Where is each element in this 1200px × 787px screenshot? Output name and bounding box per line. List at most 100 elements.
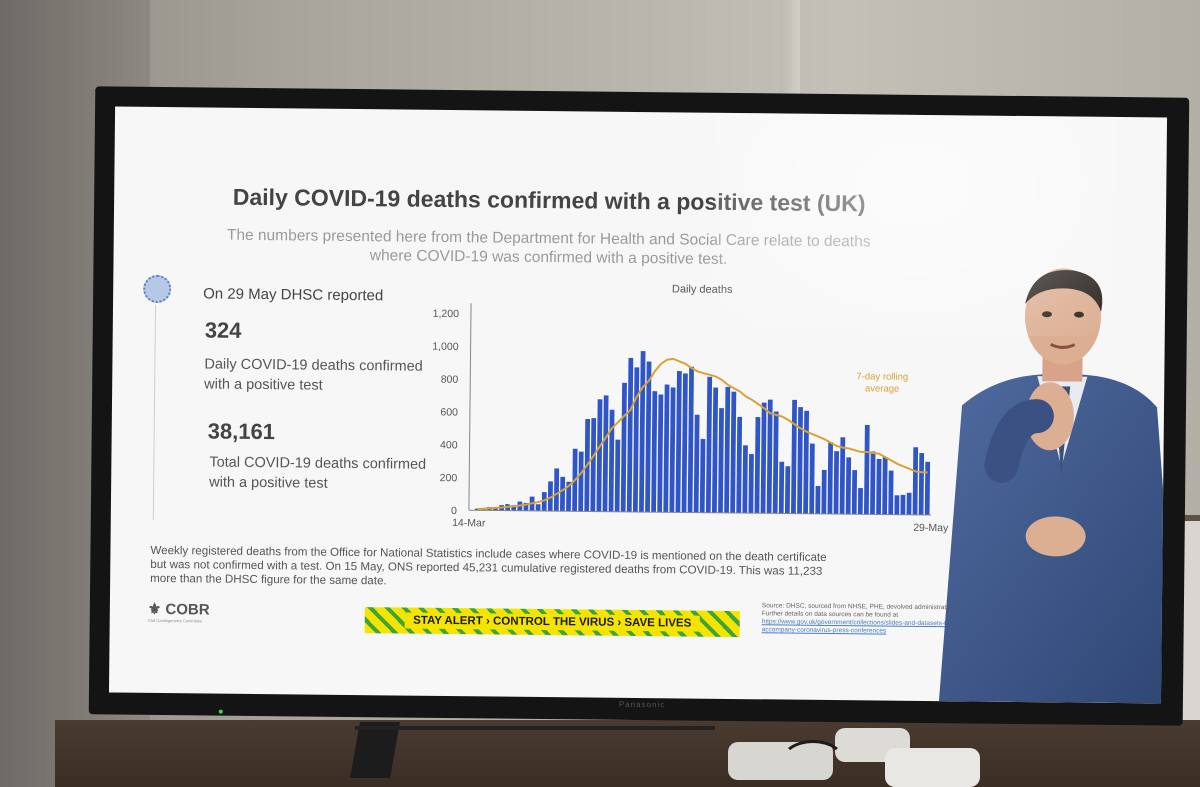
stay-alert-banner: STAY ALERT › CONTROL THE VIRUS › SAVE LI…	[364, 607, 740, 638]
daily-deaths-bar	[827, 442, 834, 515]
daily-deaths-bar	[639, 351, 646, 513]
y-tick-label: 1,200	[433, 308, 460, 320]
daily-deaths-desc: Daily COVID-19 deaths confirmed with a p…	[204, 356, 423, 394]
daily-deaths-bar	[626, 357, 634, 512]
y-tick-label: 600	[440, 406, 458, 418]
daily-deaths-bar	[797, 407, 803, 514]
daily-deaths-bar	[754, 417, 761, 514]
daily-deaths-value: 324	[204, 317, 242, 343]
tv-power-led	[218, 709, 223, 714]
wall-corner	[780, 0, 800, 120]
daily-deaths-bar	[632, 367, 640, 512]
daily-deaths-bar	[663, 384, 670, 513]
daily-deaths-bar	[566, 481, 572, 512]
daily-deaths-bar	[918, 453, 925, 515]
timeline-line	[152, 304, 157, 520]
daily-deaths-bar	[882, 456, 888, 515]
daily-deaths-bar	[839, 437, 846, 515]
daily-deaths-bar	[730, 391, 737, 514]
daily-deaths-bar	[870, 451, 876, 515]
y-tick-label: 1,000	[432, 341, 459, 353]
source-link[interactable]: https://www.gov.uk/government/collection…	[761, 618, 952, 635]
daily-deaths-bar	[602, 395, 609, 512]
y-tick-label: 800	[441, 374, 459, 386]
stay-alert-text: STAY ALERT › CONTROL THE VIRUS › SAVE LI…	[405, 612, 700, 632]
daily-deaths-bar	[845, 457, 852, 515]
daily-deaths-bar	[724, 386, 731, 513]
y-tick-label: 400	[440, 439, 458, 451]
daily-deaths-bar	[906, 492, 912, 515]
cobr-sub: Civil Contingencies Committee	[147, 617, 203, 624]
daily-deaths-bar	[791, 399, 797, 514]
x-axis-line	[468, 509, 931, 516]
daily-deaths-bar	[851, 470, 858, 515]
daily-deaths-bar	[705, 376, 713, 513]
x-start-label: 14-Mar	[452, 517, 486, 529]
daily-deaths-bar	[760, 402, 767, 514]
daily-deaths-bar	[888, 470, 894, 515]
tv-stand	[355, 726, 715, 782]
daily-deaths-bar	[578, 451, 584, 512]
daily-deaths-bar	[657, 394, 664, 513]
daily-deaths-bar	[876, 459, 882, 515]
daily-deaths-bar	[620, 382, 627, 512]
television: Panasonic Daily COVID-19 deaths confirme…	[88, 86, 1190, 726]
daily-deaths-bar	[541, 492, 547, 512]
daily-deaths-bar	[560, 476, 566, 512]
tv-brand-logo: Panasonic	[618, 699, 666, 710]
tv-cabinet	[55, 720, 1200, 787]
daily-deaths-bar	[553, 468, 560, 512]
total-deaths-value: 38,161	[207, 418, 276, 445]
daily-deaths-bar	[894, 495, 900, 515]
daily-deaths-bar	[736, 416, 743, 514]
y-axis-line	[468, 303, 472, 511]
daily-deaths-bar	[651, 391, 658, 513]
slide-subtitle: The numbers presented here from the Depa…	[226, 226, 871, 268]
briefing-slide: Daily COVID-19 deaths confirmed with a p…	[109, 106, 1168, 704]
daily-deaths-bar	[778, 461, 785, 514]
daily-deaths-bar	[742, 445, 748, 514]
total-deaths-desc: Total COVID-19 deaths confirmed with a p…	[209, 454, 427, 492]
daily-deaths-bar	[693, 414, 700, 513]
x-end-label: 29-May	[913, 522, 949, 534]
daily-deaths-bar	[900, 494, 906, 515]
tv-screen: Daily COVID-19 deaths confirmed with a p…	[108, 106, 1168, 704]
daily-deaths-bar	[809, 443, 815, 514]
rolling-average-label: 7-day rolling	[856, 371, 908, 383]
daily-deaths-bar	[857, 488, 863, 515]
daily-deaths-bar	[718, 408, 724, 513]
cable	[780, 740, 846, 786]
daily-deaths-bar	[535, 504, 541, 511]
cobr-logo: ⚜ COBR	[147, 600, 210, 619]
daily-deaths-bar	[863, 424, 870, 515]
daily-deaths-bar	[614, 439, 621, 512]
daily-deaths-bar	[766, 399, 773, 514]
daily-deaths-bar	[803, 410, 810, 514]
daily-deaths-bar	[675, 371, 682, 513]
daily-deaths-bar	[687, 366, 694, 513]
daily-deaths-bar	[699, 438, 706, 513]
daily-deaths-bar	[608, 409, 615, 512]
chart-title: Daily deaths	[672, 283, 733, 296]
reported-label: On 29 May DHSC reported	[203, 285, 384, 305]
y-tick-label: 0	[451, 505, 457, 517]
daily-deaths-bar	[596, 399, 603, 512]
daily-deaths-bar	[645, 361, 652, 513]
daily-deaths-chart: Daily deaths 0 200 400 600 800 1,000 1,200 7-day…	[432, 283, 949, 534]
daily-deaths-bar	[833, 451, 839, 515]
y-tick-label: 200	[440, 472, 458, 484]
daily-deaths-bar	[815, 485, 821, 514]
rolling-average-line	[477, 357, 928, 511]
ons-note: Weekly registered deaths from the Office…	[150, 543, 827, 588]
daily-deaths-bar	[784, 466, 791, 514]
console-device	[885, 748, 980, 787]
daily-deaths-bar	[912, 447, 919, 515]
daily-deaths-bar	[821, 469, 827, 514]
virus-icon	[143, 274, 172, 304]
daily-deaths-bar	[712, 387, 719, 513]
daily-deaths-bar	[590, 418, 597, 512]
daily-deaths-bar	[669, 387, 676, 513]
daily-deaths-bar	[772, 411, 779, 514]
source-text: Source: DHSC, sourced from NHSE, PHE, de…	[761, 602, 960, 619]
rolling-average-label: average	[865, 383, 899, 394]
